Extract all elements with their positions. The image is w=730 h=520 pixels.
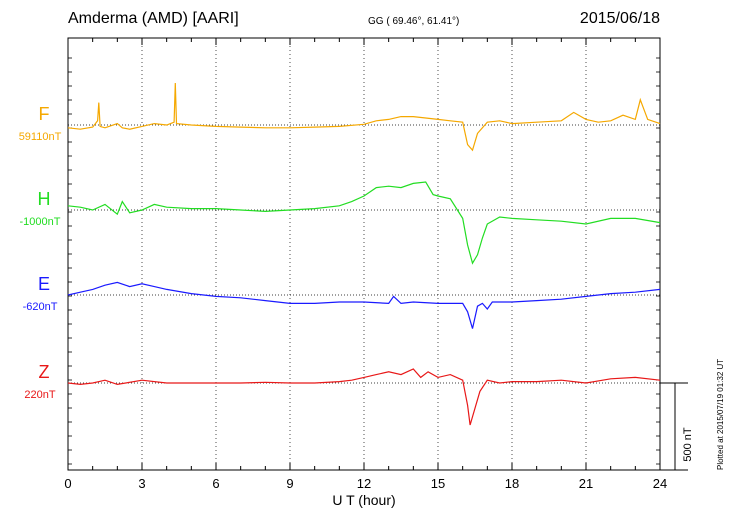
x-tick-label: 21 xyxy=(579,476,593,491)
x-tick-label: 24 xyxy=(653,476,667,491)
series-f-name: F xyxy=(39,104,50,124)
x-tick-label: 0 xyxy=(64,476,71,491)
series-z-line xyxy=(67,368,661,426)
series-h-baseline-label: -1000nT xyxy=(20,216,61,228)
series-e-baseline-label: -620nT xyxy=(23,301,58,313)
plot-date: 2015/06/18 xyxy=(579,10,660,27)
x-tick-label: 3 xyxy=(138,476,145,491)
series-h-line xyxy=(67,181,661,265)
x-axis-label: U T (hour) xyxy=(332,492,395,508)
series-f-line xyxy=(67,82,661,152)
series-f-baseline-label: 59110nT xyxy=(19,131,62,143)
x-tick-label: 15 xyxy=(431,476,445,491)
x-tick-label: 6 xyxy=(212,476,219,491)
series-z-name: Z xyxy=(39,362,50,382)
geographic-coordinates: GG ( 69.46°, 61.41°) xyxy=(368,16,460,27)
series-e-line xyxy=(67,281,661,329)
x-tick-label: 9 xyxy=(286,476,293,491)
series-h-name: H xyxy=(38,189,51,209)
station-title: Amderma (AMD) [AARI] xyxy=(68,10,239,27)
series-e-name: E xyxy=(38,274,50,294)
scale-bar-label: 500 nT xyxy=(682,427,694,462)
x-tick-label: 12 xyxy=(357,476,371,491)
series-z-baseline-label: 220nT xyxy=(24,389,55,401)
x-tick-label: 18 xyxy=(505,476,519,491)
